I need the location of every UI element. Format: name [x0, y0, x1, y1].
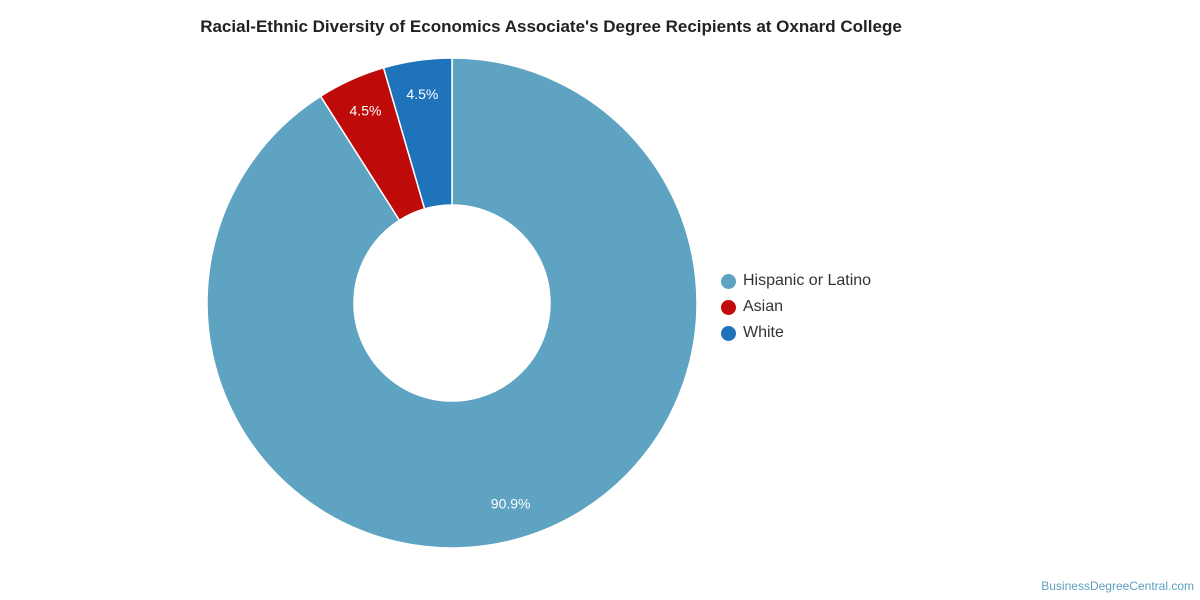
legend-item-hispanic-or-latino[interactable]: Hispanic or Latino: [721, 268, 871, 294]
slice-hispanic-or-latino[interactable]: [206, 57, 698, 549]
legend-label-asian: Asian: [743, 298, 784, 315]
legend-label-white: White: [743, 324, 784, 341]
slice-white[interactable]: [382, 57, 453, 210]
slice-label-asian: 4.5%: [350, 102, 382, 118]
legend: Hispanic or Latino Asian White: [721, 268, 871, 346]
watermark: BusinessDegreeCentral.com: [1041, 579, 1194, 593]
legend-label-hispanic-or-latino: Hispanic or Latino: [743, 272, 872, 289]
legend-swatch-hispanic-or-latino: [721, 273, 736, 289]
legend-item-asian[interactable]: Asian: [721, 294, 871, 320]
slice-label-hispanic-or-latino: 90.9%: [491, 495, 531, 511]
slice-label-white: 4.5%: [406, 86, 438, 102]
legend-swatch-asian: [721, 299, 736, 315]
chart-title: Racial-Ethnic Diversity of Economics Ass…: [200, 17, 902, 36]
legend-swatch-white: [721, 325, 736, 341]
legend-item-white[interactable]: White: [721, 320, 871, 346]
